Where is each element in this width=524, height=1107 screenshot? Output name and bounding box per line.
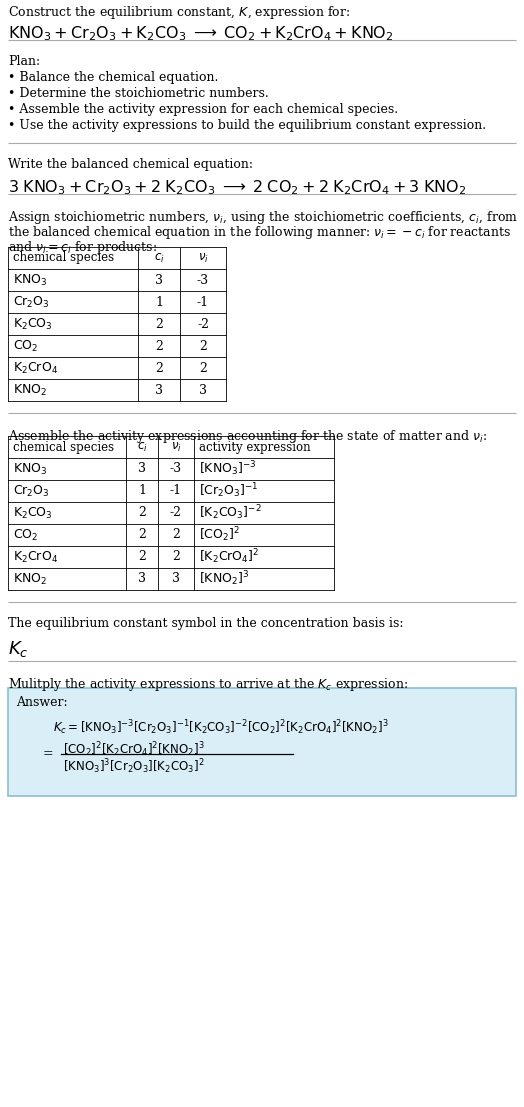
Text: Plan:: Plan: xyxy=(8,55,40,68)
Text: • Balance the chemical equation.: • Balance the chemical equation. xyxy=(8,71,219,84)
Text: $\mathrm{KNO_3 + Cr_2O_3 + K_2CO_3 \;\longrightarrow\; CO_2 + K_2CrO_4 + KNO_2}$: $\mathrm{KNO_3 + Cr_2O_3 + K_2CO_3 \;\lo… xyxy=(8,24,394,43)
Text: 2: 2 xyxy=(155,318,163,331)
Text: 2: 2 xyxy=(155,340,163,352)
Text: chemical species: chemical species xyxy=(13,441,114,454)
Text: -2: -2 xyxy=(170,507,182,519)
Text: $\mathrm{K_2CrO_4}$: $\mathrm{K_2CrO_4}$ xyxy=(13,361,58,375)
Text: 1: 1 xyxy=(138,485,146,497)
Text: $[\mathrm{Cr_2O_3}]^{-1}$: $[\mathrm{Cr_2O_3}]^{-1}$ xyxy=(199,482,259,500)
Text: 3: 3 xyxy=(199,383,207,396)
Text: $[\mathrm{KNO_3}]^{-3}$: $[\mathrm{KNO_3}]^{-3}$ xyxy=(199,459,257,478)
Text: The equilibrium constant symbol in the concentration basis is:: The equilibrium constant symbol in the c… xyxy=(8,617,403,630)
Text: 2: 2 xyxy=(172,528,180,541)
Text: Write the balanced chemical equation:: Write the balanced chemical equation: xyxy=(8,158,253,170)
Text: Assemble the activity expressions accounting for the state of matter and $\nu_i$: Assemble the activity expressions accoun… xyxy=(8,428,487,445)
Text: $\mathrm{CO_2}$: $\mathrm{CO_2}$ xyxy=(13,339,38,353)
Text: $\mathrm{K_2CO_3}$: $\mathrm{K_2CO_3}$ xyxy=(13,317,53,332)
Text: $\mathrm{KNO_3}$: $\mathrm{KNO_3}$ xyxy=(13,462,47,476)
Text: • Assemble the activity expression for each chemical species.: • Assemble the activity expression for e… xyxy=(8,103,398,116)
Text: the balanced chemical equation in the following manner: $\nu_i = -c_i$ for react: the balanced chemical equation in the fo… xyxy=(8,224,511,241)
Text: $[\mathrm{KNO_2}]^{3}$: $[\mathrm{KNO_2}]^{3}$ xyxy=(199,570,249,588)
FancyBboxPatch shape xyxy=(8,687,516,796)
Text: -3: -3 xyxy=(170,463,182,476)
Text: 1: 1 xyxy=(155,296,163,309)
Text: 3: 3 xyxy=(155,383,163,396)
Text: 2: 2 xyxy=(172,550,180,563)
Text: 2: 2 xyxy=(199,340,207,352)
Text: $K_c$: $K_c$ xyxy=(8,639,29,659)
Text: $\mathrm{KNO_3}$: $\mathrm{KNO_3}$ xyxy=(13,272,47,288)
Text: 3: 3 xyxy=(138,463,146,476)
Text: $\mathrm{3\;KNO_3 + Cr_2O_3 + 2\;K_2CO_3 \;\longrightarrow\; 2\;CO_2 + 2\;K_2CrO: $\mathrm{3\;KNO_3 + Cr_2O_3 + 2\;K_2CO_3… xyxy=(8,178,466,197)
Text: 3: 3 xyxy=(172,572,180,586)
Text: $\mathrm{Cr_2O_3}$: $\mathrm{Cr_2O_3}$ xyxy=(13,294,50,310)
Text: and $\nu_i = c_i$ for products:: and $\nu_i = c_i$ for products: xyxy=(8,239,157,256)
Text: 2: 2 xyxy=(155,362,163,374)
Text: $\nu_i$: $\nu_i$ xyxy=(198,251,209,265)
Text: $\mathrm{KNO_2}$: $\mathrm{KNO_2}$ xyxy=(13,382,47,397)
Text: $\mathrm{CO_2}$: $\mathrm{CO_2}$ xyxy=(13,527,38,542)
Text: 2: 2 xyxy=(138,528,146,541)
Text: -1: -1 xyxy=(170,485,182,497)
Text: $[\mathrm{CO_2}]^{2}$: $[\mathrm{CO_2}]^{2}$ xyxy=(199,526,240,545)
Text: $\nu_i$: $\nu_i$ xyxy=(171,441,181,454)
Text: chemical species: chemical species xyxy=(13,251,114,265)
Text: -2: -2 xyxy=(197,318,209,331)
Text: 3: 3 xyxy=(138,572,146,586)
Text: $c_i$: $c_i$ xyxy=(137,441,147,454)
Text: Answer:: Answer: xyxy=(16,696,68,708)
Text: activity expression: activity expression xyxy=(199,441,311,454)
Text: $[\mathrm{K_2CrO_4}]^{2}$: $[\mathrm{K_2CrO_4}]^{2}$ xyxy=(199,548,259,567)
Text: $\mathrm{Cr_2O_3}$: $\mathrm{Cr_2O_3}$ xyxy=(13,484,50,498)
Text: 2: 2 xyxy=(199,362,207,374)
Text: $K_c = [\mathrm{KNO_3}]^{-3}[\mathrm{Cr_2O_3}]^{-1}[\mathrm{K_2CO_3}]^{-2}[\math: $K_c = [\mathrm{KNO_3}]^{-3}[\mathrm{Cr_… xyxy=(53,718,389,736)
Text: 3: 3 xyxy=(155,273,163,287)
Text: 2: 2 xyxy=(138,507,146,519)
Text: =: = xyxy=(43,747,53,761)
Text: Assign stoichiometric numbers, $\nu_i$, using the stoichiometric coefficients, $: Assign stoichiometric numbers, $\nu_i$, … xyxy=(8,209,518,226)
Text: $\mathrm{K_2CO_3}$: $\mathrm{K_2CO_3}$ xyxy=(13,506,53,520)
Text: $[\mathrm{CO_2}]^{2}[\mathrm{K_2CrO_4}]^{2}[\mathrm{KNO_2}]^{3}$: $[\mathrm{CO_2}]^{2}[\mathrm{K_2CrO_4}]^… xyxy=(63,739,204,758)
Text: • Determine the stoichiometric numbers.: • Determine the stoichiometric numbers. xyxy=(8,87,269,100)
Text: $\mathrm{K_2CrO_4}$: $\mathrm{K_2CrO_4}$ xyxy=(13,549,58,565)
Text: -1: -1 xyxy=(197,296,209,309)
Text: $[\mathrm{K_2CO_3}]^{-2}$: $[\mathrm{K_2CO_3}]^{-2}$ xyxy=(199,504,261,523)
Text: $\mathrm{KNO_2}$: $\mathrm{KNO_2}$ xyxy=(13,571,47,587)
Text: • Use the activity expressions to build the equilibrium constant expression.: • Use the activity expressions to build … xyxy=(8,118,486,132)
Text: 2: 2 xyxy=(138,550,146,563)
Text: -3: -3 xyxy=(197,273,209,287)
Text: Mulitply the activity expressions to arrive at the $K_c$ expression:: Mulitply the activity expressions to arr… xyxy=(8,676,408,693)
Text: $[\mathrm{KNO_3}]^{3}[\mathrm{Cr_2O_3}][\mathrm{K_2CO_3}]^{2}$: $[\mathrm{KNO_3}]^{3}[\mathrm{Cr_2O_3}][… xyxy=(63,757,204,776)
Text: $c_i$: $c_i$ xyxy=(154,251,165,265)
Text: Construct the equilibrium constant, $K$, expression for:: Construct the equilibrium constant, $K$,… xyxy=(8,4,350,21)
